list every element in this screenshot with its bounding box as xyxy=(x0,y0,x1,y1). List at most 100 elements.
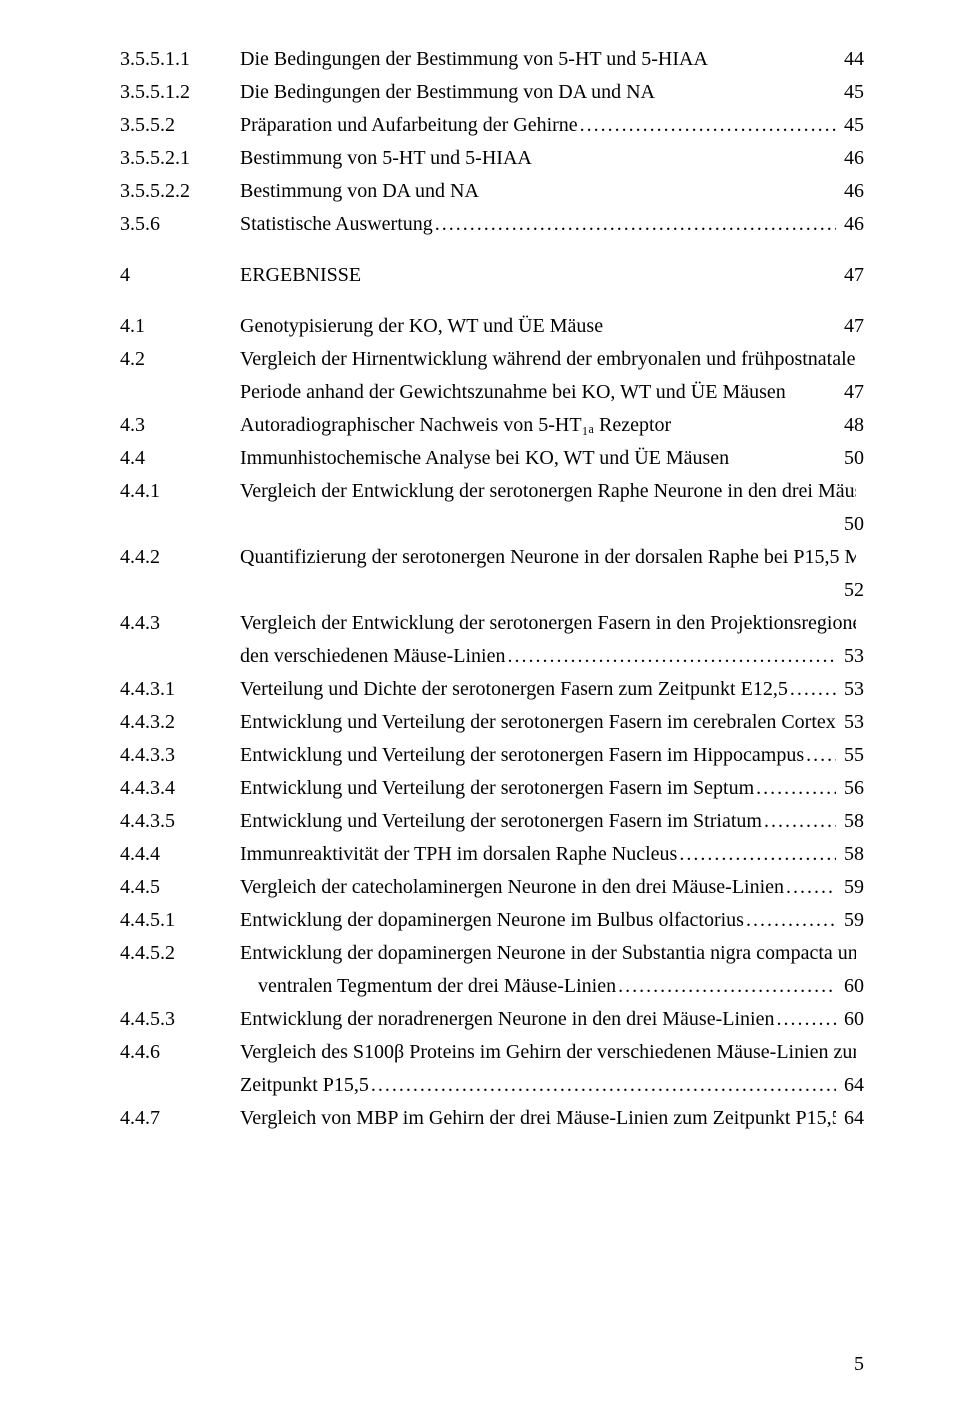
toc-entry: 4.4.1Vergleich der Entwicklung der serot… xyxy=(120,476,864,507)
toc-entry-title: Vergleich des S100β Proteins im Gehirn d… xyxy=(240,1037,856,1068)
toc-entry-page: 59 xyxy=(836,905,864,936)
page-number: 5 xyxy=(854,1349,864,1380)
toc-entry-title: Die Bedingungen der Bestimmung von DA un… xyxy=(240,77,836,108)
toc-entry-number: 4.4.5.3 xyxy=(120,1004,240,1035)
toc-entry-continuation: den verschiedenen Mäuse-Linien53 xyxy=(120,641,864,672)
toc-entry-title: Entwicklung und Verteilung der serotoner… xyxy=(240,806,836,837)
toc-entry-page: 46 xyxy=(836,143,864,174)
toc-entry: 4.4.5.3Entwicklung der noradrenergen Neu… xyxy=(120,1004,864,1035)
toc-entry-title: Entwicklung der dopaminergen Neurone in … xyxy=(240,938,856,969)
toc-continuation-text: den verschiedenen Mäuse-Linien xyxy=(240,641,836,672)
toc-entry-page: 47 xyxy=(836,311,864,342)
toc-entry-number: 4.4.3.3 xyxy=(120,740,240,771)
toc-entry-number: 4.4.1 xyxy=(120,476,240,507)
toc-entry-title: Entwicklung und Verteilung der serotoner… xyxy=(240,707,836,738)
toc-entry-page: 46 xyxy=(836,176,864,207)
toc-entry: 4.4Immunhistochemische Analyse bei KO, W… xyxy=(120,443,864,474)
toc-entry-title: Entwicklung der dopaminergen Neurone im … xyxy=(240,905,836,936)
toc-entry-title: Vergleich von MBP im Gehirn der drei Mäu… xyxy=(240,1103,836,1134)
toc-entry-title: Bestimmung von 5-HT und 5-HIAA xyxy=(240,143,836,174)
toc-entry: 4.4.4Immunreaktivität der TPH im dorsale… xyxy=(120,839,864,870)
toc-entry-number: 4.4.4 xyxy=(120,839,240,870)
toc-entry: 4.4.6Vergleich des S100β Proteins im Geh… xyxy=(120,1037,864,1068)
toc-entry: 4.4.5.2Entwicklung der dopaminergen Neur… xyxy=(120,938,864,969)
toc-entry-title: Vergleich der Entwicklung der serotonerg… xyxy=(240,476,856,507)
toc-entry-continuation: 50 xyxy=(120,509,864,540)
toc-continuation-page: 60 xyxy=(836,971,864,1002)
toc-continuation-page: 47 xyxy=(836,377,864,408)
toc-entry: 4.4.3.1Verteilung und Dichte der seroton… xyxy=(120,674,864,705)
toc-entry-page: 45 xyxy=(836,77,864,108)
toc-entry: 4.4.3.5Entwicklung und Verteilung der se… xyxy=(120,806,864,837)
toc-entry: 3.5.5.2.2Bestimmung von DA und NA46 xyxy=(120,176,864,207)
page-root: 3.5.5.1.1Die Bedingungen der Bestimmung … xyxy=(0,0,960,1424)
toc-entry-continuation: Zeitpunkt P15,564 xyxy=(120,1070,864,1101)
toc-entry-number: 4.4.5 xyxy=(120,872,240,903)
toc-entry-page: 60 xyxy=(836,1004,864,1035)
toc-entry: 3.5.5.2.1Bestimmung von 5-HT und 5-HIAA4… xyxy=(120,143,864,174)
toc-entry-number: 4.4.3.4 xyxy=(120,773,240,804)
toc-entry-title: Vergleich der Hirnentwicklung während de… xyxy=(240,344,856,375)
toc-entry-page: 64 xyxy=(836,1103,864,1134)
toc-entry: 4.2Vergleich der Hirnentwicklung während… xyxy=(120,344,864,375)
toc-entry-page: 58 xyxy=(836,839,864,870)
toc-entry-page: 44 xyxy=(836,44,864,75)
toc-entry-page: 59 xyxy=(836,872,864,903)
toc-entry: 3.5.5.1.1Die Bedingungen der Bestimmung … xyxy=(120,44,864,75)
toc-continuation-page: 52 xyxy=(836,575,864,606)
toc-continuation-page: 50 xyxy=(836,509,864,540)
toc-entry-number: 4.4.6 xyxy=(120,1037,240,1068)
toc-entry: 4.4.3.2Entwicklung und Verteilung der se… xyxy=(120,707,864,738)
toc-entry-number: 3.5.5.2 xyxy=(120,110,240,141)
toc-entry-number: 4.4.3.5 xyxy=(120,806,240,837)
toc-entry: 4.4.7Vergleich von MBP im Gehirn der dre… xyxy=(120,1103,864,1134)
toc-entry-number: 3.5.5.2.1 xyxy=(120,143,240,174)
toc-entry-title: Entwicklung der noradrenergen Neurone in… xyxy=(240,1004,836,1035)
toc-entry-number: 3.5.6 xyxy=(120,209,240,240)
toc-entry: 4ERGEBNISSE47 xyxy=(120,260,864,291)
toc-continuation-text: Zeitpunkt P15,5 xyxy=(240,1070,836,1101)
toc-continuation-page: 53 xyxy=(836,641,864,672)
toc-entry-page: 47 xyxy=(836,260,864,291)
toc-entry-number: 4.4.5.2 xyxy=(120,938,240,969)
toc-entry-number: 3.5.5.2.2 xyxy=(120,176,240,207)
toc-entry: 3.5.6Statistische Auswertung46 xyxy=(120,209,864,240)
toc-entry-number: 4.4.2 xyxy=(120,542,240,573)
toc-entry-title: Entwicklung und Verteilung der serotoner… xyxy=(240,773,836,804)
toc-continuation-page: 64 xyxy=(836,1070,864,1101)
toc-entry: 3.5.5.1.2Die Bedingungen der Bestimmung … xyxy=(120,77,864,108)
toc-entry-page: 56 xyxy=(836,773,864,804)
toc-entry: 4.4.5.1Entwicklung der dopaminergen Neur… xyxy=(120,905,864,936)
toc-entry-page: 45 xyxy=(836,110,864,141)
toc-entry-page: 53 xyxy=(836,674,864,705)
toc-entry-continuation: ventralen Tegmentum der drei Mäuse-Linie… xyxy=(120,971,864,1002)
toc-entry: 3.5.5.2Präparation und Aufarbeitung der … xyxy=(120,110,864,141)
toc-entry-title: Bestimmung von DA und NA xyxy=(240,176,836,207)
toc-entry-page: 53 xyxy=(836,707,864,738)
toc-entry: 4.4.3Vergleich der Entwicklung der serot… xyxy=(120,608,864,639)
toc-entry-title: Entwicklung und Verteilung der serotoner… xyxy=(240,740,836,771)
toc-entry-continuation: Periode anhand der Gewichtszunahme bei K… xyxy=(120,377,864,408)
toc-entry-number: 3.5.5.1.1 xyxy=(120,44,240,75)
toc-entry-number: 4.4 xyxy=(120,443,240,474)
toc-entry-page: 48 xyxy=(836,410,864,441)
toc-entry-title: Vergleich der Entwicklung der serotonerg… xyxy=(240,608,856,639)
toc-entry: 4.3Autoradiographischer Nachweis von 5-H… xyxy=(120,410,864,441)
toc-entry-title: ERGEBNISSE xyxy=(240,260,836,291)
toc-entry-number: 4.4.3 xyxy=(120,608,240,639)
toc-entry-number: 4.1 xyxy=(120,311,240,342)
toc-entry-number: 4.4.3.1 xyxy=(120,674,240,705)
toc-entry-title: Vergleich der catecholaminergen Neurone … xyxy=(240,872,836,903)
toc-entry-title: Immunhistochemische Analyse bei KO, WT u… xyxy=(240,443,836,474)
toc-entry-page: 46 xyxy=(836,209,864,240)
toc-entry: 4.4.2Quantifizierung der serotonergen Ne… xyxy=(120,542,864,573)
toc-entry: 4.4.3.4Entwicklung und Verteilung der se… xyxy=(120,773,864,804)
toc-entry-page: 50 xyxy=(836,443,864,474)
toc-entry-number: 4.2 xyxy=(120,344,240,375)
toc-entry-page: 55 xyxy=(836,740,864,771)
toc-entry-number: 4.4.5.1 xyxy=(120,905,240,936)
toc-continuation-text: ventralen Tegmentum der drei Mäuse-Linie… xyxy=(258,971,836,1002)
toc-entry-title: Quantifizierung der serotonergen Neurone… xyxy=(240,542,856,573)
toc-entry: 4.4.5Vergleich der catecholaminergen Neu… xyxy=(120,872,864,903)
toc-entry-title: Autoradiographischer Nachweis von 5-HT₁ₐ… xyxy=(240,410,836,441)
